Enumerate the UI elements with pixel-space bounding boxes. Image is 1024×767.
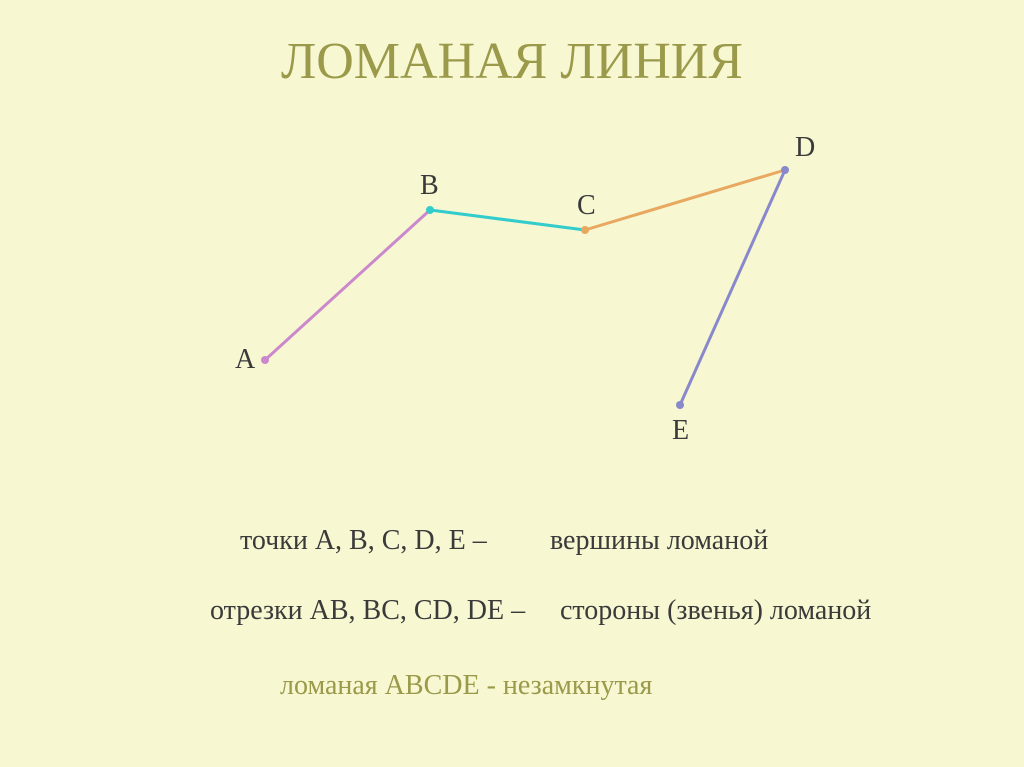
polyline-svg bbox=[230, 130, 850, 450]
segment-CD bbox=[585, 170, 785, 230]
slide-title: ЛОМАНАЯ ЛИНИЯ bbox=[0, 32, 1024, 91]
legend-segments-desc: стороны (звенья) ломаной bbox=[560, 595, 871, 627]
segment-AB bbox=[265, 210, 430, 360]
segment-DE bbox=[680, 170, 785, 405]
vertex-label-A: A bbox=[235, 344, 255, 376]
vertex-C bbox=[581, 226, 589, 234]
polyline-diagram bbox=[230, 130, 850, 450]
segment-BC bbox=[430, 210, 585, 230]
vertex-label-E: E bbox=[672, 415, 689, 447]
legend-conclusion: ломаная ABCDE - незамкнутая bbox=[280, 670, 652, 702]
vertex-D bbox=[781, 166, 789, 174]
legend-points-label: точки A, B, C, D, E – bbox=[240, 525, 487, 557]
vertex-label-C: C bbox=[577, 190, 596, 222]
vertex-E bbox=[676, 401, 684, 409]
legend-points-desc: вершины ломаной bbox=[550, 525, 768, 557]
vertex-label-B: B bbox=[420, 170, 439, 202]
vertex-A bbox=[261, 356, 269, 364]
legend-segments-label: отрезки AB, BC, CD, DE – bbox=[210, 595, 525, 627]
vertex-B bbox=[426, 206, 434, 214]
slide: ЛОМАНАЯ ЛИНИЯ точки A, B, C, D, E – верш… bbox=[0, 0, 1024, 767]
vertex-label-D: D bbox=[795, 132, 815, 164]
